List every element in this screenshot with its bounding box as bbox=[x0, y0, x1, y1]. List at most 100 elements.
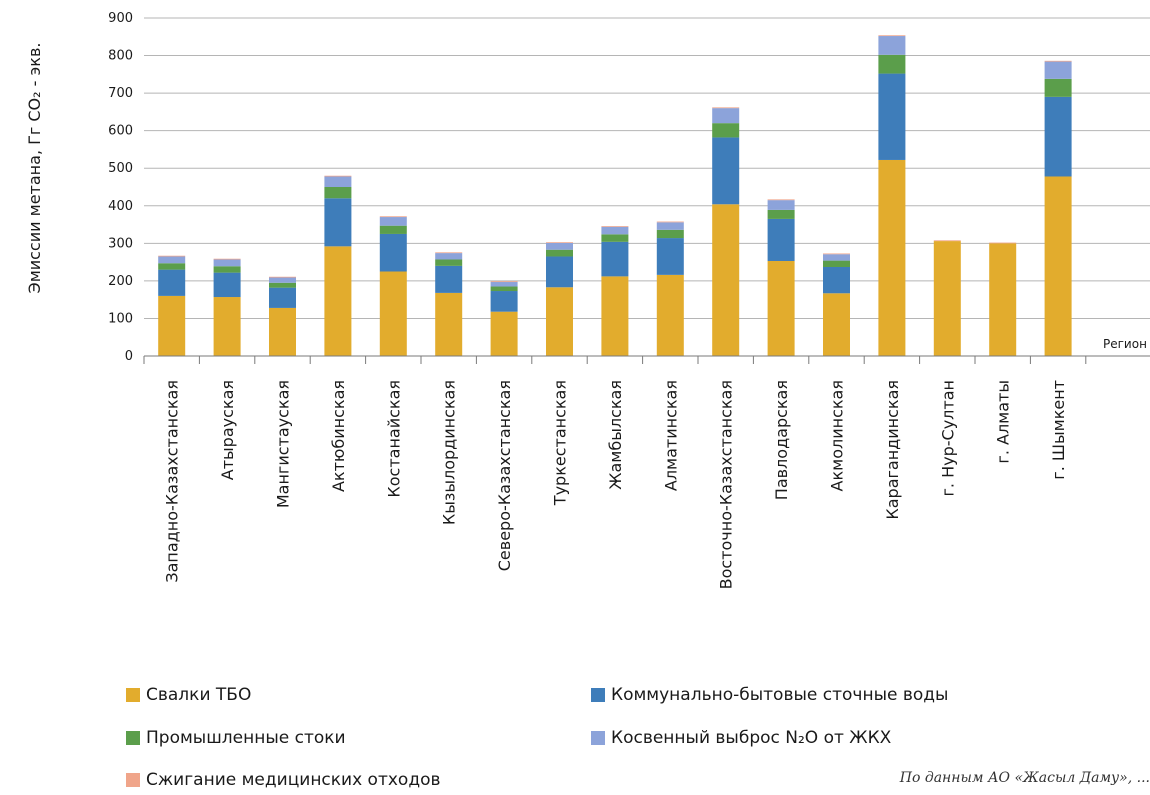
bar-segment bbox=[601, 276, 629, 356]
y-tick-label: 300 bbox=[108, 236, 133, 251]
bar-segment bbox=[269, 287, 296, 308]
legend-swatch bbox=[591, 688, 605, 702]
bars bbox=[158, 35, 1072, 356]
bar-segment bbox=[546, 242, 573, 250]
bar-segment bbox=[823, 293, 850, 356]
bar-segment bbox=[878, 159, 906, 356]
category-label: Северо-Казахстанская bbox=[495, 380, 514, 571]
legend-label: Коммунально-бытовые сточные воды bbox=[611, 685, 949, 705]
category-label: Западно-Казахстанская bbox=[163, 380, 182, 583]
bar-segment bbox=[712, 108, 740, 124]
category-label: г. Алматы bbox=[994, 380, 1013, 464]
bar-segment bbox=[490, 282, 518, 287]
bar-segment bbox=[878, 54, 906, 74]
bar-segment bbox=[379, 233, 407, 272]
bar-segment bbox=[379, 225, 407, 234]
bar-segment bbox=[878, 73, 906, 160]
bar-segment bbox=[324, 187, 352, 199]
legend-swatch bbox=[591, 731, 605, 745]
bar-segment bbox=[1044, 176, 1072, 356]
bar-segment bbox=[767, 200, 795, 210]
category-label: Актюбинская bbox=[329, 380, 348, 492]
bar-segment bbox=[933, 241, 961, 356]
category-label: г. Шымкент bbox=[1049, 380, 1068, 480]
bar-segment bbox=[490, 286, 518, 292]
category-label: Восточно-Казахстанская bbox=[717, 380, 736, 589]
bar-segment bbox=[435, 259, 463, 266]
bar-segment bbox=[379, 271, 407, 356]
bar-segment bbox=[490, 291, 518, 312]
y-tick-label: 600 bbox=[108, 124, 133, 139]
bar-segment bbox=[324, 246, 352, 356]
bar-segment bbox=[656, 274, 684, 356]
legend-label: Свалки ТБО bbox=[146, 685, 252, 705]
category-label: Жамбылская bbox=[606, 380, 625, 490]
bar-segment bbox=[601, 241, 629, 277]
x-axis-label: Регион bbox=[1103, 337, 1147, 351]
legend-item-medical: Сжигание медицинских отходов bbox=[126, 770, 441, 790]
bar-segment bbox=[546, 242, 573, 243]
bar-segment bbox=[546, 256, 573, 288]
bar-segment bbox=[656, 238, 684, 275]
bar-segment bbox=[158, 256, 186, 264]
bar-segment bbox=[269, 276, 296, 278]
x-axis bbox=[143, 355, 1150, 364]
category-label: Алматинская bbox=[661, 380, 680, 491]
bar-segment bbox=[213, 272, 241, 298]
legend-item-industrial: Промышленные стоки bbox=[126, 728, 346, 748]
bar-segment bbox=[158, 269, 186, 296]
bar-segment bbox=[601, 226, 629, 227]
bar-segment bbox=[656, 222, 684, 230]
bar-segment bbox=[546, 249, 573, 257]
bar-segment bbox=[546, 287, 573, 356]
legend-swatch bbox=[126, 688, 140, 702]
legend-swatch bbox=[126, 731, 140, 745]
bar-segment bbox=[435, 253, 463, 260]
bar-segment bbox=[767, 209, 795, 219]
bar-segment bbox=[213, 297, 241, 356]
bar-segment bbox=[878, 35, 906, 37]
category-label: Павлодарская bbox=[772, 380, 791, 500]
bar-segment bbox=[1044, 96, 1072, 177]
bar-segment bbox=[823, 260, 850, 267]
bar-segment bbox=[324, 176, 352, 187]
bar-segment bbox=[213, 266, 241, 273]
category-label: Костанайская bbox=[384, 380, 403, 498]
bar-segment bbox=[435, 265, 463, 293]
legend-item-n2o: Косвенный выброс N₂O от ЖКХ bbox=[591, 728, 891, 748]
bar-segment bbox=[158, 255, 186, 257]
legend-swatch bbox=[126, 773, 140, 787]
bar-segment bbox=[823, 254, 850, 261]
bar-segment bbox=[158, 295, 186, 356]
bar-segment bbox=[269, 282, 296, 288]
bar-segment bbox=[767, 199, 795, 201]
bar-segment bbox=[213, 258, 241, 260]
y-tick-label: 700 bbox=[108, 86, 133, 101]
y-tick-label: 900 bbox=[108, 11, 133, 26]
legend-label: Сжигание медицинских отходов bbox=[146, 770, 441, 790]
bar-segment bbox=[324, 175, 352, 177]
bar-segment bbox=[435, 292, 463, 356]
bar-segment bbox=[767, 260, 795, 356]
bar-segment bbox=[712, 107, 740, 109]
bar-segment bbox=[1044, 61, 1072, 79]
category-label: Атырауская bbox=[218, 380, 237, 480]
bar-chart: 0 100 200 300 400 500 600 700 800 900 Западно-Каз… bbox=[25, 11, 1150, 589]
bar-segment bbox=[269, 307, 296, 356]
bar-segment bbox=[324, 198, 352, 247]
bar-segment bbox=[490, 281, 518, 283]
y-tick-label: 200 bbox=[108, 274, 133, 289]
bar-segment bbox=[379, 216, 407, 218]
bar-segment bbox=[269, 277, 296, 283]
bar-segment bbox=[712, 123, 740, 138]
category-label: Акмолинская bbox=[828, 380, 847, 491]
bar-segment bbox=[213, 259, 241, 267]
bar-segment bbox=[490, 311, 518, 356]
bar-segment bbox=[823, 266, 850, 294]
bar-segment bbox=[823, 253, 850, 255]
bar-segment bbox=[712, 137, 740, 205]
bar-segment bbox=[878, 36, 906, 55]
y-tick-label: 100 bbox=[108, 311, 133, 326]
bar-segment bbox=[1044, 78, 1072, 97]
legend-item-landfills: Свалки ТБО bbox=[126, 685, 251, 705]
